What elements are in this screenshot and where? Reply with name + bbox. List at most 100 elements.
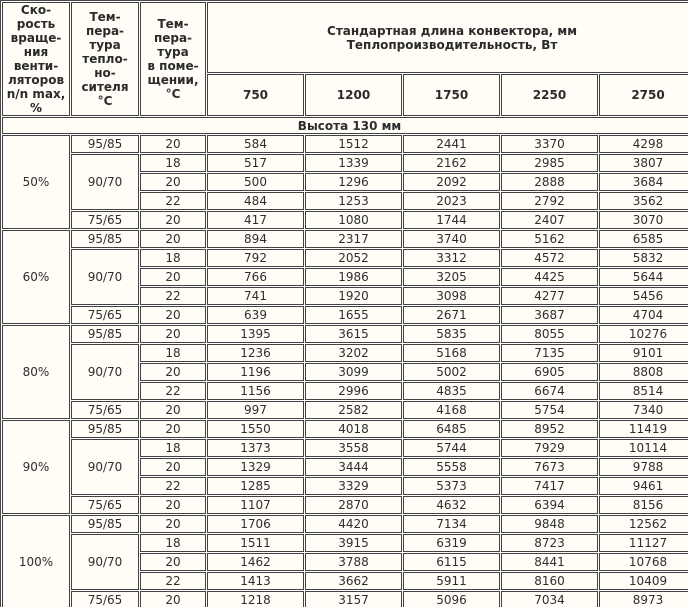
room-temp-cell: 20 bbox=[140, 306, 206, 324]
heat-output-cell: 500 bbox=[207, 173, 304, 191]
heat-output-cell: 4704 bbox=[599, 306, 688, 324]
heat-output-cell: 1395 bbox=[207, 325, 304, 343]
table-row: 100% 95/85 20 1706 4420 7134 9848 12562 bbox=[2, 515, 688, 607]
heat-output-cell: 2582 bbox=[305, 401, 402, 419]
supply-temp-cell: 95/85 bbox=[71, 515, 139, 533]
heat-output-cell: 9788 bbox=[599, 458, 688, 476]
heat-output-cell: 6319 bbox=[403, 534, 500, 552]
heat-output-cell: 4835 bbox=[403, 382, 500, 400]
col-header-supply-temp: Тем- пера- тура тепло- но- сителя °C bbox=[71, 2, 139, 116]
heat-output-cell: 4420 bbox=[305, 515, 402, 533]
room-temp-cell: 20 bbox=[140, 363, 206, 381]
heat-output-cell: 5096 bbox=[403, 591, 500, 607]
heat-output-cell: 5168 bbox=[403, 344, 500, 362]
heat-output-cell: 3098 bbox=[403, 287, 500, 305]
table-row: 75/65 20 417 1080 1744 2407 3070 bbox=[2, 211, 688, 229]
heat-output-cell: 5832 bbox=[599, 249, 688, 267]
room-temp-cell: 22 bbox=[140, 382, 206, 400]
heat-output-cell: 8808 bbox=[599, 363, 688, 381]
room-temp-cell: 18 bbox=[140, 534, 206, 552]
table-row: 22 1156 2996 4835 6674 8514 bbox=[2, 382, 688, 400]
heat-output-cell: 741 bbox=[207, 287, 304, 305]
col-header-room-temp: Тем- пера- тура в поме- щении, °C bbox=[140, 2, 206, 116]
heat-output-cell: 1236 bbox=[207, 344, 304, 362]
table-row: 20 1196 3099 5002 6905 8808 bbox=[2, 363, 688, 381]
heat-output-cell: 792 bbox=[207, 249, 304, 267]
section-row: Высота 130 мм bbox=[2, 117, 688, 134]
room-temp-cell: 20 bbox=[140, 401, 206, 419]
room-temp-cell: 20 bbox=[140, 211, 206, 229]
supply-temp-cell: 90/70 bbox=[71, 249, 139, 305]
heat-output-cell: 8723 bbox=[501, 534, 598, 552]
heat-output-cell: 9101 bbox=[599, 344, 688, 362]
table-row: 22 1413 3662 5911 8160 10409 bbox=[2, 572, 688, 590]
col-header-standard-length: Стандартная длина конвектора, мм Теплопр… bbox=[207, 2, 688, 73]
heat-output-cell: 2092 bbox=[403, 173, 500, 191]
heat-output-cell: 766 bbox=[207, 268, 304, 286]
heat-output-cell: 1107 bbox=[207, 496, 304, 514]
heat-output-cell: 9461 bbox=[599, 477, 688, 495]
room-temp-cell: 18 bbox=[140, 154, 206, 172]
heat-output-cell: 7134 bbox=[403, 515, 500, 533]
heat-output-cell: 5456 bbox=[599, 287, 688, 305]
heat-output-cell: 3662 bbox=[305, 572, 402, 590]
heat-output-cell: 6485 bbox=[403, 420, 500, 438]
heat-output-cell: 5373 bbox=[403, 477, 500, 495]
table-row: 20 1462 3788 6115 8441 10768 bbox=[2, 553, 688, 571]
room-temp-cell: 20 bbox=[140, 173, 206, 191]
room-temp-cell: 20 bbox=[140, 420, 206, 438]
heat-output-cell: 2052 bbox=[305, 249, 402, 267]
heat-output-cell: 1196 bbox=[207, 363, 304, 381]
table-row: 50% 95/85 20 584 1512 2441 3370 4298 bbox=[2, 135, 688, 229]
heat-output-cell: 1512 bbox=[305, 135, 402, 153]
heat-output-cell: 5558 bbox=[403, 458, 500, 476]
heat-output-cell: 2888 bbox=[501, 173, 598, 191]
heat-output-cell: 4425 bbox=[501, 268, 598, 286]
heat-output-cell: 10276 bbox=[599, 325, 688, 343]
supply-temp-cell: 90/70 bbox=[71, 439, 139, 495]
heat-output-cell: 2023 bbox=[403, 192, 500, 210]
heat-output-cell: 517 bbox=[207, 154, 304, 172]
room-temp-cell: 20 bbox=[140, 515, 206, 533]
heat-output-cell: 7929 bbox=[501, 439, 598, 457]
heat-output-cell: 3615 bbox=[305, 325, 402, 343]
heat-output-cell: 10768 bbox=[599, 553, 688, 571]
heat-output-cell: 7034 bbox=[501, 591, 598, 607]
room-temp-cell: 22 bbox=[140, 192, 206, 210]
table-row: 75/65 20 639 1655 2671 3687 4704 bbox=[2, 306, 688, 324]
table-row: 75/65 20 997 2582 4168 5754 7340 bbox=[2, 401, 688, 419]
heat-output-cell: 8160 bbox=[501, 572, 598, 590]
heat-output-cell: 2441 bbox=[403, 135, 500, 153]
table-row: 22 1285 3329 5373 7417 9461 bbox=[2, 477, 688, 495]
heat-output-cell: 8156 bbox=[599, 496, 688, 514]
heat-output-cell: 3558 bbox=[305, 439, 402, 457]
supply-temp-cell: 75/65 bbox=[71, 306, 139, 324]
heat-output-cell: 3740 bbox=[403, 230, 500, 248]
heat-output-cell: 584 bbox=[207, 135, 304, 153]
heat-output-cell: 1920 bbox=[305, 287, 402, 305]
heat-output-cell: 3312 bbox=[403, 249, 500, 267]
heat-output-cell: 484 bbox=[207, 192, 304, 210]
table-row: 75/65 20 1218 3157 5096 7034 8973 bbox=[2, 591, 688, 607]
heat-output-cell: 1080 bbox=[305, 211, 402, 229]
room-temp-cell: 18 bbox=[140, 439, 206, 457]
supply-temp-cell: 90/70 bbox=[71, 534, 139, 590]
heat-output-cell: 8973 bbox=[599, 591, 688, 607]
heat-output-cell: 9848 bbox=[501, 515, 598, 533]
heat-output-cell: 1655 bbox=[305, 306, 402, 324]
heat-output-cell: 8441 bbox=[501, 553, 598, 571]
heat-output-cell: 4298 bbox=[599, 135, 688, 153]
heat-output-cell: 1218 bbox=[207, 591, 304, 607]
heat-output-cell: 3807 bbox=[599, 154, 688, 172]
heat-output-cell: 3915 bbox=[305, 534, 402, 552]
heat-output-cell: 5002 bbox=[403, 363, 500, 381]
room-temp-cell: 20 bbox=[140, 325, 206, 343]
heat-output-cell: 4632 bbox=[403, 496, 500, 514]
heat-output-cell: 1413 bbox=[207, 572, 304, 590]
heat-output-cell: 1253 bbox=[305, 192, 402, 210]
room-temp-cell: 22 bbox=[140, 477, 206, 495]
heat-output-cell: 1329 bbox=[207, 458, 304, 476]
heat-output-cell: 6905 bbox=[501, 363, 598, 381]
